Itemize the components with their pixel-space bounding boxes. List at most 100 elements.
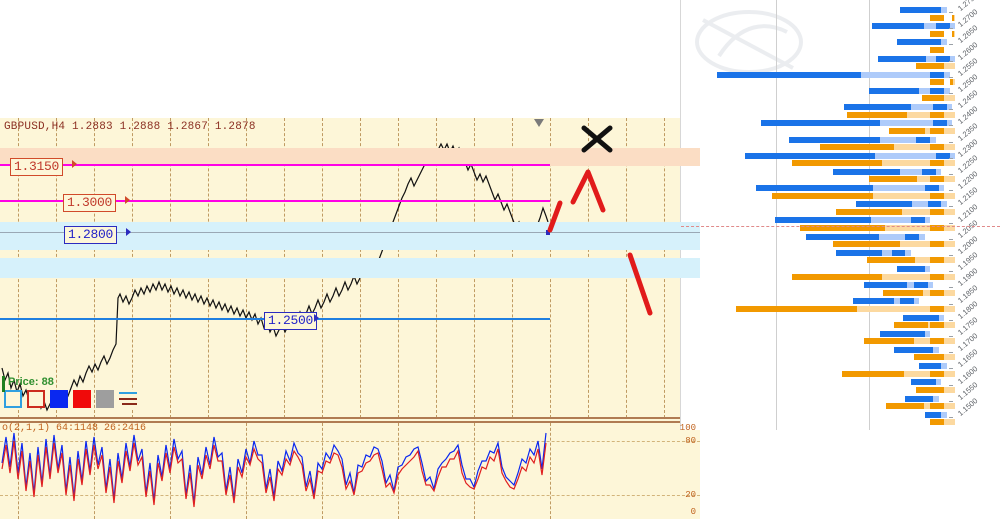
price-axis-tick-dash [949,174,953,175]
price-tag-arrow-12500 [314,314,319,322]
volume-bar-blue-accent [913,282,928,289]
volume-bar-blue-accent [919,346,934,353]
volume-bar-orange-accent [930,79,945,86]
price-legend-label: Price: 88 [8,376,54,388]
brand-watermark-logo [695,10,803,74]
gridline-vertical [94,423,95,519]
volume-bar-blue [877,55,926,62]
volume-bar-blue [855,201,913,208]
price-tag-13150[interactable]: 1.3150 [10,158,64,176]
volume-bar-blue-accent [924,314,939,321]
volume-bar-orange [904,370,956,377]
price-axis-tick-dash [949,287,953,289]
volume-bar-orange [736,305,857,312]
volume-bar-blue [717,71,862,78]
price-axis-tick-dash [949,222,953,224]
indicator-ytick-100: 100 [679,423,696,433]
volume-bar-orange-accent [930,289,945,296]
mt4-chart-window[interactable]: 1.3150 1.3000 1.2800 1.2500 GBPUSD,H4 1.… [0,0,700,519]
swatch-empty-red[interactable] [27,390,45,408]
volume-profile-row [681,152,958,168]
swatch-empty-blue[interactable] [4,390,22,408]
volume-profile-row [681,38,958,54]
legend-swatch-row[interactable] [4,390,137,408]
volume-bar-blue [872,23,924,30]
volume-bar-orange [881,160,956,167]
volume-bar-orange [894,322,928,329]
swatch-lines[interactable] [119,390,137,408]
pane-divider-rule [0,417,700,419]
volume-bar-blue-accent [916,136,931,143]
price-chart-pane[interactable]: 1.3150 1.3000 1.2800 1.2500 [0,118,700,418]
volume-bar-orange-accent [930,305,945,312]
volume-bar-orange [841,370,905,377]
price-axis-tick-dash [949,336,953,337]
volume-bar-orange [863,338,915,345]
volume-profile-rows [681,6,958,427]
price-tag-12500[interactable]: 1.2500 [264,312,318,330]
volume-profile-row [681,103,958,119]
volume-bar-orange [937,63,956,70]
volume-bar-orange [836,208,902,215]
volume-bar-orange [900,241,956,248]
volume-bar-orange [952,14,954,21]
price-tag-arrow-13000 [125,196,130,204]
swatch-gray[interactable] [96,390,114,408]
volume-bar-blue [894,346,922,353]
volume-bar-orange [833,241,901,248]
volume-bar-blue [879,120,953,127]
volume-bar-orange [894,144,956,150]
volume-bar-orange-accent [930,192,945,199]
price-tag-12800[interactable]: 1.2800 [64,226,118,244]
volume-bar-orange [952,79,956,86]
swatch-red[interactable] [73,390,91,408]
volume-bar-orange [916,386,938,393]
volume-bar-orange [952,30,954,37]
price-tag-13000[interactable]: 1.3000 [63,194,117,212]
price-level-line-13150[interactable] [0,164,550,166]
volume-profile-row [681,136,958,152]
price-level-line-12800[interactable] [0,232,700,233]
volume-bar-orange [937,386,956,393]
volume-bar-blue-accent [927,411,942,418]
indicator-gridline-80 [0,441,700,442]
volume-profile-row [681,6,958,22]
volume-bar-blue [775,217,872,224]
volume-bar-blue [897,39,928,46]
gridline-vertical [398,423,399,519]
chart-scroll-marker-icon[interactable] [534,119,544,127]
volume-bar-orange-accent [930,30,945,37]
volume-bar-orange-accent [930,322,945,329]
volume-bar-orange [791,273,882,280]
indicator-ytick-80: 80 [685,436,696,446]
volume-bar-blue [744,152,876,159]
price-level-line-13000[interactable] [0,200,550,202]
price-axis-tick-dash [949,141,953,143]
volume-bar-blue [897,266,918,272]
volume-bar-orange-accent [930,127,945,134]
volume-bar-orange [885,224,956,231]
volume-profile-row [681,249,958,265]
volume-profile-row [681,71,958,87]
volume-bar-orange [936,354,956,361]
volume-profile-row [681,216,958,232]
swatch-blue[interactable] [50,390,68,408]
volume-profile-row [681,378,958,394]
volume-bar-blue [872,185,945,192]
volume-bar-orange [885,403,925,409]
volume-bar-blue-accent [924,185,939,192]
volume-bar-blue [861,71,950,78]
volume-bar-blue [844,104,912,111]
volume-bar-blue [905,395,926,402]
volume-profile-panel[interactable]: 1.2750 1.2700 1.2650 1.2600 1.2550 1.2500 1.24… [680,0,1000,430]
volume-bar-blue-accent [930,87,945,94]
volume-bar-blue [880,330,912,337]
volume-profile-row [681,314,958,330]
volume-profile-row [681,233,958,249]
volume-bar-orange [949,79,953,86]
indicator-pane[interactable]: 100 80 20 0 [0,421,700,519]
volume-bar-orange-accent [930,241,945,248]
volume-profile-row [681,281,958,297]
volume-bar-blue-accent [930,71,945,78]
volume-bar-orange [888,127,926,134]
